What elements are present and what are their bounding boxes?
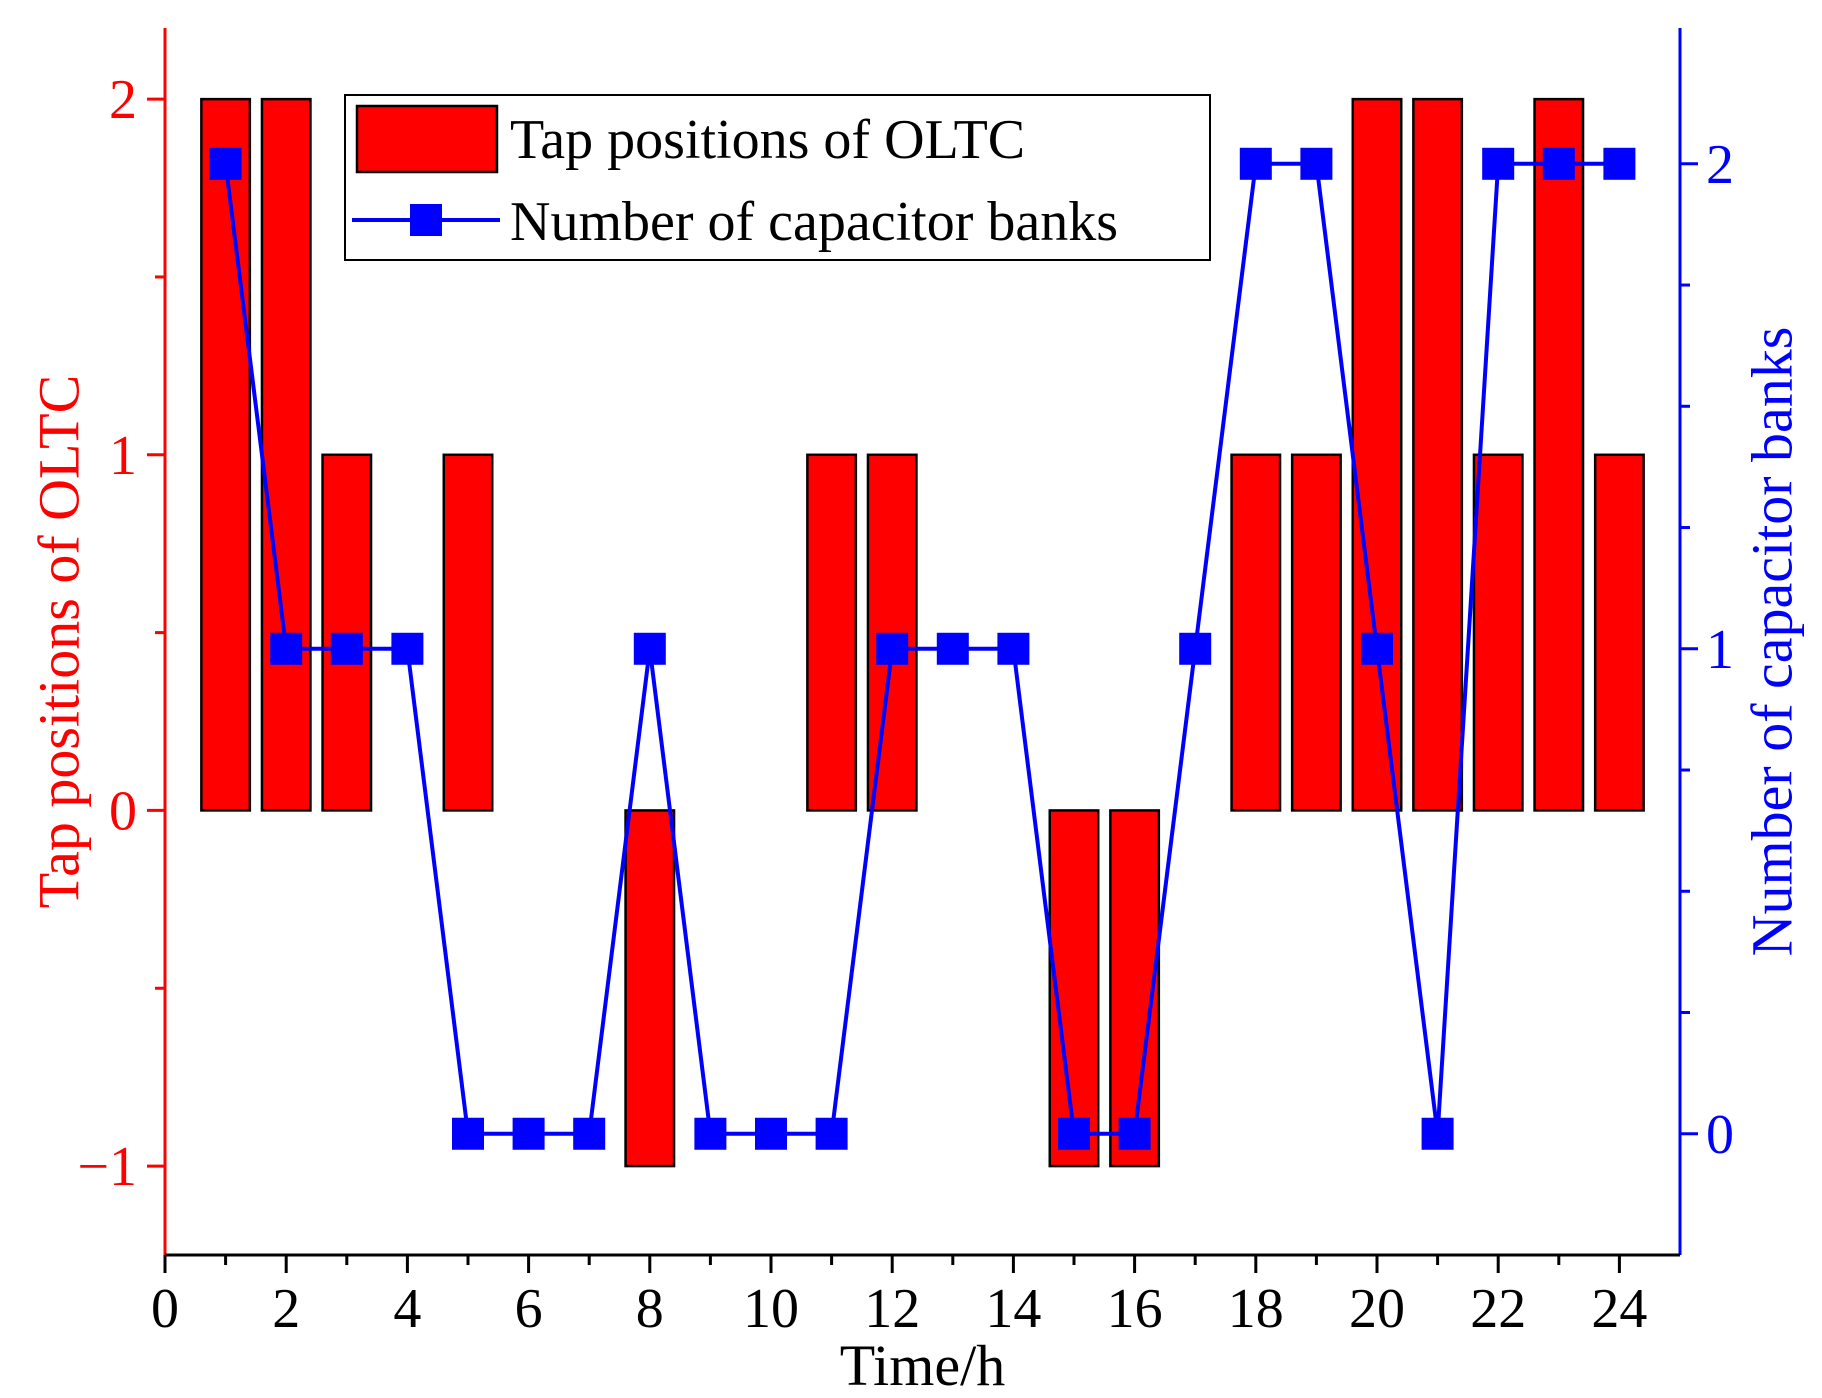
x-tick-label-6: 6 — [515, 1278, 543, 1340]
legend-line-marker — [410, 204, 442, 236]
marker-3 — [330, 632, 363, 665]
legend-line-label: Number of capacitor banks — [510, 191, 1118, 253]
marker-20 — [1361, 632, 1393, 665]
bar-8 — [624, 809, 676, 1168]
marker-10 — [755, 1117, 787, 1150]
x-tick-label-2: 2 — [272, 1278, 300, 1340]
bar-16 — [1109, 809, 1161, 1168]
bar-3 — [321, 453, 373, 812]
bar-19 — [1290, 453, 1342, 812]
bar-24 — [1593, 453, 1645, 812]
marker-2 — [270, 632, 303, 665]
bar-series — [200, 97, 1645, 1168]
right-tick-label: 0 — [1706, 1104, 1734, 1166]
x-axis-title: Time/h — [840, 1333, 1005, 1398]
left-tick-label: −1 — [77, 1136, 137, 1198]
x-tick-label-20: 20 — [1349, 1278, 1405, 1340]
marker-24 — [1603, 147, 1636, 180]
x-tick-label-12: 12 — [864, 1278, 920, 1340]
marker-7 — [573, 1117, 606, 1150]
bar-11 — [806, 453, 858, 812]
x-tick-label-10: 10 — [743, 1278, 799, 1340]
x-tick-label-14: 14 — [985, 1278, 1041, 1340]
legend-bar-label: Tap positions of OLTC — [510, 109, 1025, 171]
axes — [163, 28, 1682, 1257]
marker-12 — [876, 632, 909, 665]
bar-15 — [1048, 809, 1100, 1168]
bar-18 — [1230, 453, 1282, 812]
left-y-axis-title: Tap positions of OLTC — [26, 375, 91, 909]
legend: Tap positions of OLTC Number of capacito… — [344, 94, 1211, 261]
bar-12 — [866, 453, 918, 812]
marker-18 — [1239, 147, 1272, 180]
marker-1 — [209, 147, 242, 180]
marker-8 — [633, 632, 666, 665]
marker-13 — [936, 632, 969, 665]
right-y-axis-title: Number of capacitor banks — [1739, 327, 1804, 957]
x-tick-label-16: 16 — [1107, 1278, 1163, 1340]
marker-23 — [1542, 147, 1575, 180]
legend-bar-swatch — [355, 104, 499, 174]
marker-16 — [1118, 1117, 1151, 1150]
marker-6 — [512, 1117, 545, 1150]
line-series — [209, 147, 1636, 1150]
marker-21 — [1421, 1117, 1454, 1150]
marker-11 — [815, 1117, 848, 1150]
marker-19 — [1300, 147, 1333, 180]
marker-5 — [452, 1117, 484, 1150]
marker-17 — [1179, 632, 1212, 665]
right-tick-label: 1 — [1706, 619, 1734, 681]
x-tick-label-24: 24 — [1591, 1278, 1647, 1340]
marker-9 — [694, 1117, 727, 1150]
bar-1 — [200, 97, 252, 812]
marker-15 — [1058, 1117, 1090, 1150]
bar-21 — [1412, 97, 1464, 812]
x-tick-label-4: 4 — [393, 1278, 421, 1340]
x-tick-label-8: 8 — [636, 1278, 664, 1340]
bar-5 — [442, 453, 494, 812]
bar-20 — [1351, 97, 1403, 812]
left-tick-label: 1 — [109, 425, 137, 487]
x-tick-label-18: 18 — [1228, 1278, 1284, 1340]
capacitor-line — [223, 161, 1620, 1136]
right-tick-label: 2 — [1706, 134, 1734, 196]
left-tick-label: 2 — [109, 69, 137, 131]
marker-22 — [1482, 147, 1515, 180]
bar-23 — [1533, 97, 1585, 812]
marker-14 — [997, 632, 1030, 665]
marker-4 — [391, 632, 424, 665]
left-tick-label: 0 — [109, 780, 137, 842]
bar-22 — [1472, 453, 1524, 812]
x-tick-label-22: 22 — [1470, 1278, 1526, 1340]
bar-2 — [260, 97, 312, 812]
x-tick-label-0: 0 — [151, 1278, 179, 1340]
